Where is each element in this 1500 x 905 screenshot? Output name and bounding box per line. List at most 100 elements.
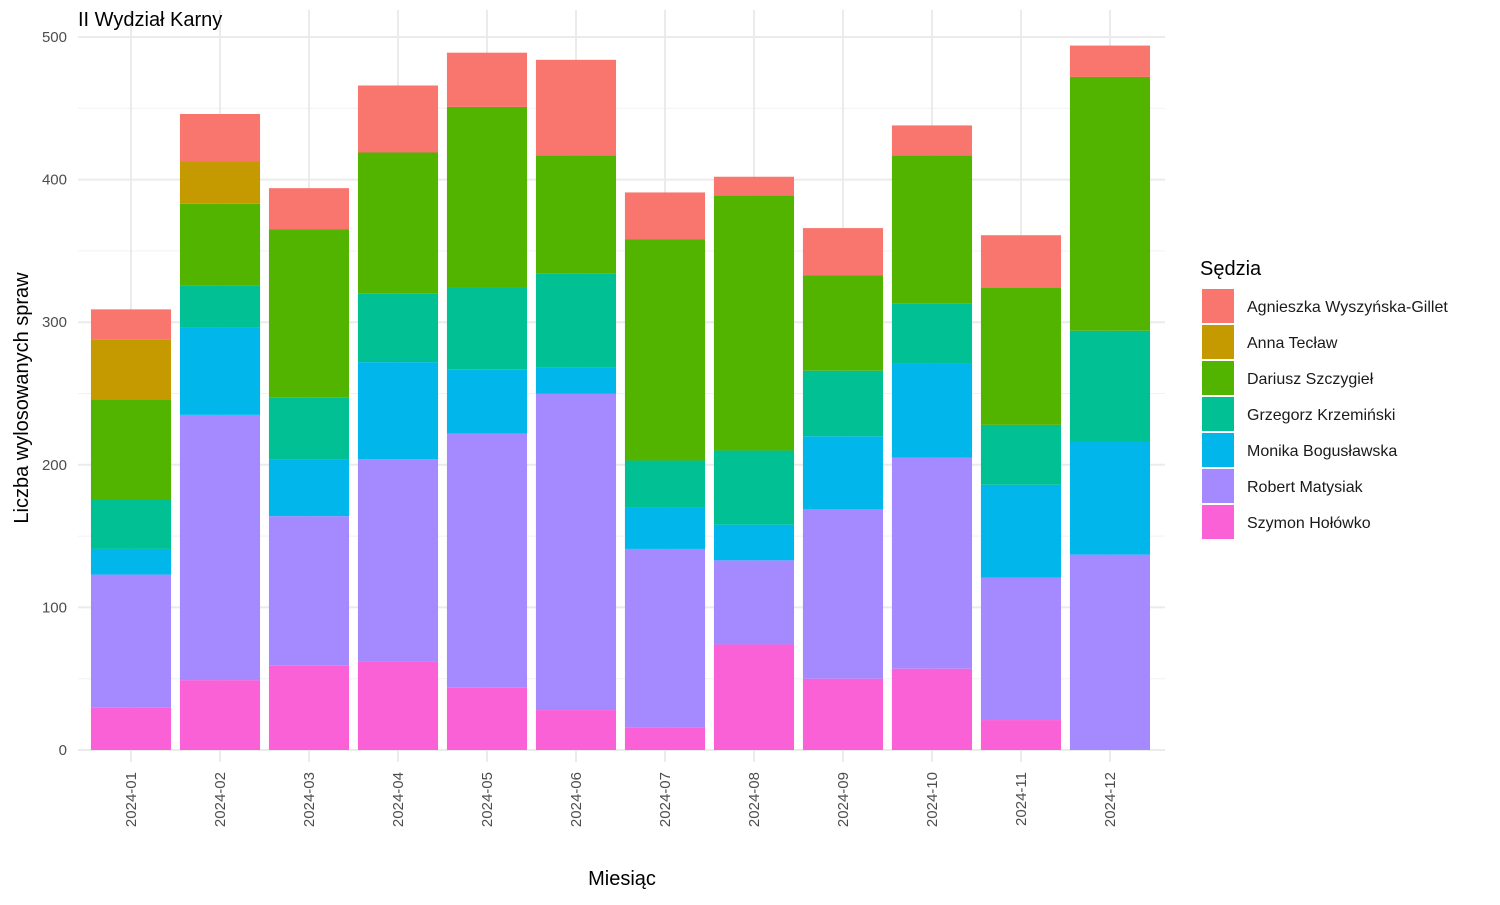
bar-segment: [446, 287, 528, 370]
x-tick-label: 2024-10: [924, 772, 941, 827]
x-axis: 2024-01 2024-02 2024-03 2024-04 2024-05 2024-…: [123, 772, 1119, 827]
legend-label: Anna Tecław: [1247, 335, 1338, 352]
bar-segment: [980, 235, 1062, 288]
x-tick-label: 2024-09: [835, 772, 852, 827]
bar-segment: [713, 195, 795, 451]
bar-segment: [802, 436, 884, 510]
bar-segment: [179, 161, 261, 204]
legend-swatch: [1202, 361, 1234, 395]
bar-segment: [980, 484, 1062, 578]
bar-segment: [624, 727, 706, 750]
bar-segment: [179, 414, 261, 681]
bar-segment: [179, 203, 261, 286]
bar-segment: [891, 363, 973, 458]
bar-segment: [980, 287, 1062, 425]
legend-swatch: [1202, 397, 1234, 431]
bar-segment: [980, 577, 1062, 721]
x-tick-label: 2024-03: [301, 772, 318, 827]
bar-segment: [268, 188, 350, 230]
bar-segment: [179, 680, 261, 750]
x-tick-label: 2024-06: [568, 772, 585, 827]
bar-segment: [268, 665, 350, 750]
bar-segment: [535, 273, 617, 368]
bar-segment: [446, 687, 528, 750]
bar-segment: [357, 85, 439, 153]
bar-segment: [90, 399, 172, 500]
bar-segment: [268, 516, 350, 666]
y-tick-label: 300: [42, 314, 67, 331]
x-axis-title: Miesiąc: [588, 868, 656, 890]
legend: Sędzia Agnieszka Wyszyńska-Gillet Anna Te…: [1200, 258, 1448, 539]
bar-segment: [535, 393, 617, 711]
x-tick-label: 2024-11: [1013, 772, 1030, 826]
bar-segment: [713, 524, 795, 561]
bar-segment: [446, 106, 528, 288]
bar-segment: [90, 339, 172, 400]
bar-segment: [90, 309, 172, 340]
y-tick-label: 500: [42, 29, 67, 46]
x-tick-label: 2024-01: [123, 772, 140, 827]
bar-segment: [446, 369, 528, 434]
x-tick-label: 2024-07: [657, 772, 674, 827]
bar-segment: [268, 229, 350, 398]
legend-swatch: [1202, 325, 1234, 359]
bar-segment: [624, 507, 706, 549]
bar-segment: [713, 560, 795, 645]
bar-segment: [891, 668, 973, 750]
bar-segment: [891, 155, 973, 304]
x-tick-label: 2024-02: [212, 772, 229, 827]
bar-segment: [268, 459, 350, 517]
bar-segment: [268, 397, 350, 460]
legend-swatch: [1202, 433, 1234, 467]
bar-segment: [802, 509, 884, 679]
bar-segment: [624, 239, 706, 461]
bar-segment: [446, 433, 528, 688]
bar-segment: [891, 457, 973, 669]
x-tick-label: 2024-12: [1102, 772, 1119, 827]
bar-segment: [446, 52, 528, 107]
y-tick-label: 100: [42, 599, 67, 616]
bar-segment: [357, 661, 439, 750]
bar-segment: [980, 424, 1062, 485]
legend-title: Sędzia: [1200, 258, 1262, 280]
bar-segment: [713, 176, 795, 196]
legend-label: Dariusz Szczygieł: [1247, 371, 1374, 388]
bar-segment: [535, 710, 617, 750]
bar-segment: [357, 362, 439, 460]
y-axis-title: Liczba wylosowanych spraw: [11, 272, 33, 524]
bar-segment: [802, 370, 884, 437]
bar-segment: [891, 125, 973, 156]
y-tick-label: 200: [42, 457, 67, 474]
y-axis: 0 100 200 300 400 500: [42, 29, 67, 759]
x-tick-label: 2024-05: [479, 772, 496, 827]
bar-segment: [624, 192, 706, 240]
bar-segment: [179, 327, 261, 415]
bar-segment: [1069, 76, 1151, 331]
bar-segment: [90, 707, 172, 750]
bar-segment: [1069, 330, 1151, 442]
bar-segment: [179, 285, 261, 328]
legend-swatch: [1202, 505, 1234, 539]
legend-label: Grzegorz Krzemiński: [1247, 407, 1395, 424]
bar-segment: [535, 155, 617, 274]
legend-label: Szymon Hołówko: [1247, 515, 1371, 532]
legend-label: Robert Matysiak: [1247, 479, 1364, 496]
bar-segment: [1069, 554, 1151, 750]
bar-segment: [980, 720, 1062, 750]
bar-segment: [357, 293, 439, 363]
bar-segment: [535, 367, 617, 394]
bar-segment: [713, 450, 795, 525]
y-tick-label: 0: [59, 742, 67, 759]
bar-segment: [1069, 441, 1151, 555]
bar-segment: [802, 228, 884, 276]
bar-segment: [90, 499, 172, 549]
bar-segment: [1069, 45, 1151, 77]
bar-segment: [357, 459, 439, 662]
bar-segment: [624, 460, 706, 508]
y-tick-label: 400: [42, 172, 67, 189]
bar-segment: [802, 275, 884, 371]
bar-segment: [535, 59, 617, 156]
legend-swatch: [1202, 289, 1234, 323]
